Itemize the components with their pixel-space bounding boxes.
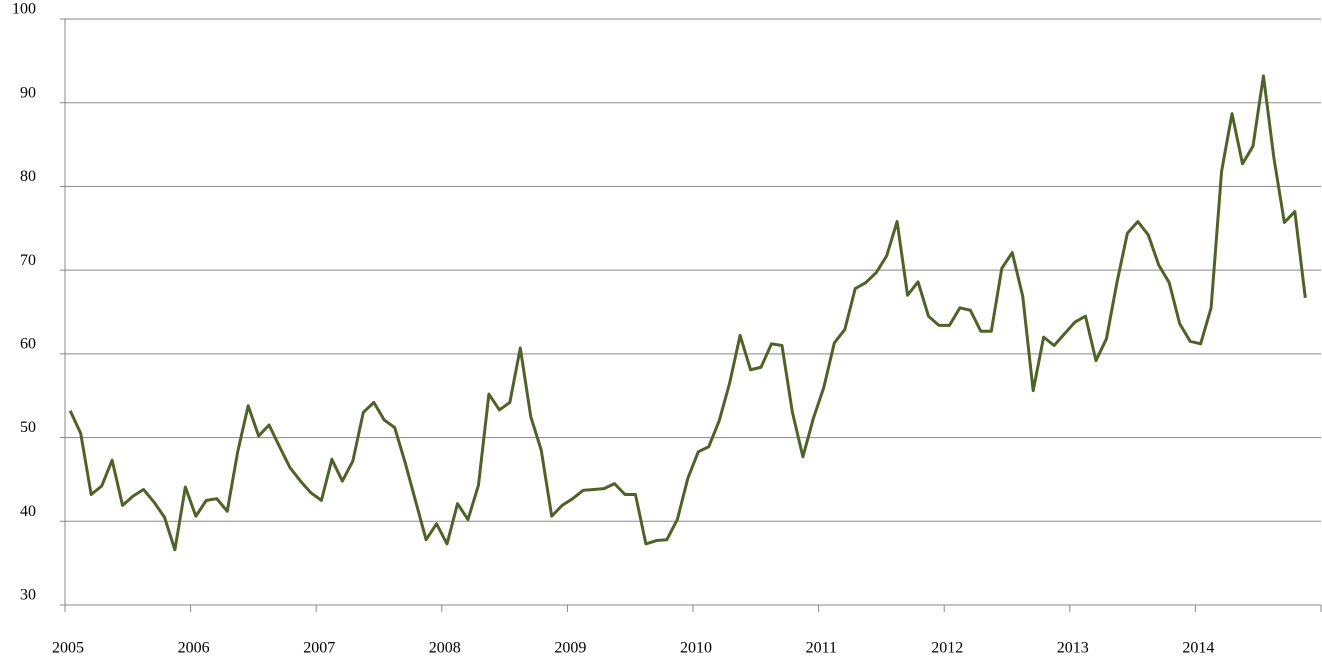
x-tick-label: 2014 bbox=[1182, 640, 1214, 657]
x-tick-label: 2010 bbox=[680, 640, 712, 657]
y-tick-label: 50 bbox=[20, 419, 36, 436]
y-tick-label: 40 bbox=[20, 503, 36, 520]
x-tick-label: 2011 bbox=[806, 640, 837, 657]
y-tick-label: 80 bbox=[20, 168, 36, 185]
data-line bbox=[68, 74, 1307, 552]
y-tick-label: 100 bbox=[12, 1, 36, 18]
y-tick-label: 30 bbox=[20, 587, 36, 604]
y-tick-label: 70 bbox=[20, 252, 36, 269]
x-tick-label: 2005 bbox=[52, 640, 84, 657]
x-tick-label: 2012 bbox=[931, 640, 963, 657]
x-tick-label: 2006 bbox=[178, 640, 210, 657]
x-tick-label: 2007 bbox=[303, 640, 335, 657]
y-tick-label: 60 bbox=[20, 336, 36, 353]
y-tick-label: 90 bbox=[20, 84, 36, 101]
x-tick-label: 2008 bbox=[429, 640, 461, 657]
x-tick-label: 2009 bbox=[554, 640, 586, 657]
x-tick-label: 2013 bbox=[1057, 640, 1089, 657]
